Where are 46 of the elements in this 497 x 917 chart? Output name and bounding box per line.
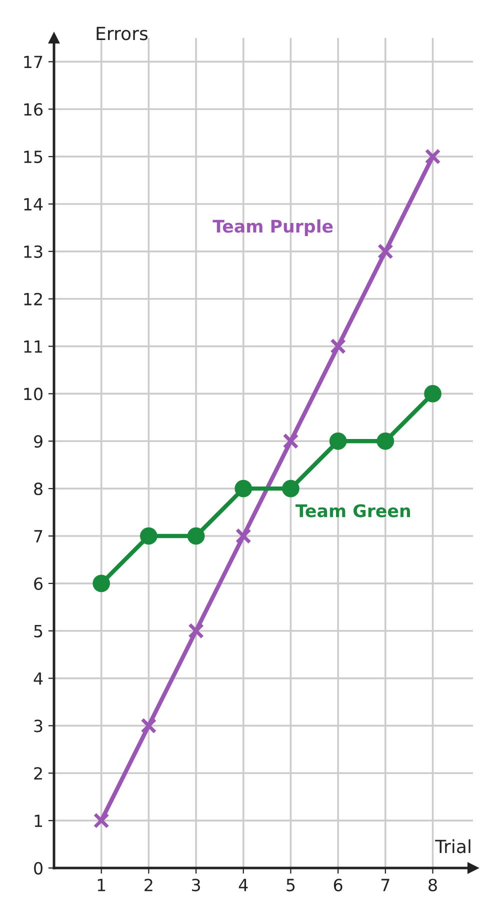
point — [234, 480, 252, 498]
y-tick-label: 7 — [34, 530, 42, 542]
y-tick-label: 9 — [34, 435, 42, 448]
point — [376, 432, 394, 450]
y-tick-label: 1 — [34, 814, 42, 827]
y-tick-label: 17 — [24, 56, 42, 68]
y-tick-label: 6 — [34, 577, 43, 590]
point — [140, 527, 158, 545]
y-tick-label: 8 — [34, 482, 42, 496]
point — [330, 338, 346, 354]
point — [93, 812, 110, 829]
point — [140, 718, 157, 734]
x-tick-label: 6 — [334, 878, 342, 892]
x-tick-label: 1 — [98, 878, 106, 892]
point — [187, 527, 205, 545]
x-axis-title: Trial — [435, 839, 470, 854]
y-tick-label: 4 — [34, 672, 43, 685]
y-tick-label: 13 — [24, 245, 42, 258]
x-tick-label: 3 — [192, 878, 200, 892]
point — [424, 385, 442, 402]
y-tick-label: 11 — [24, 340, 42, 353]
text: Team Purple — [212, 219, 333, 236]
x-tick-label: 5 — [286, 878, 295, 892]
y-tick-label: 2 — [34, 767, 42, 780]
y-tick-label: 12 — [24, 292, 42, 306]
y-tick-label: 0 — [34, 862, 42, 875]
point — [92, 574, 110, 592]
point — [377, 243, 394, 260]
x-tick-label: 2 — [144, 878, 152, 892]
x-tick-label: 4 — [238, 878, 248, 892]
y-tick-label: 15 — [24, 150, 42, 164]
x-tick-label: 7 — [381, 878, 390, 892]
point — [424, 148, 441, 165]
y-tick-label: 5 — [34, 625, 42, 638]
y-tick-label: 3 — [34, 720, 42, 732]
point — [282, 433, 299, 450]
point — [329, 432, 347, 450]
point — [235, 528, 252, 544]
y-tick-label: 10 — [24, 388, 42, 400]
x-tick-label: 8 — [428, 878, 437, 892]
point — [282, 480, 300, 498]
point — [188, 622, 204, 639]
y-tick-label: 14 — [24, 198, 43, 210]
y-tick-label: 16 — [24, 103, 43, 116]
series-label: Team Green — [296, 504, 410, 518]
y-axis-title: Errors — [96, 26, 148, 40]
